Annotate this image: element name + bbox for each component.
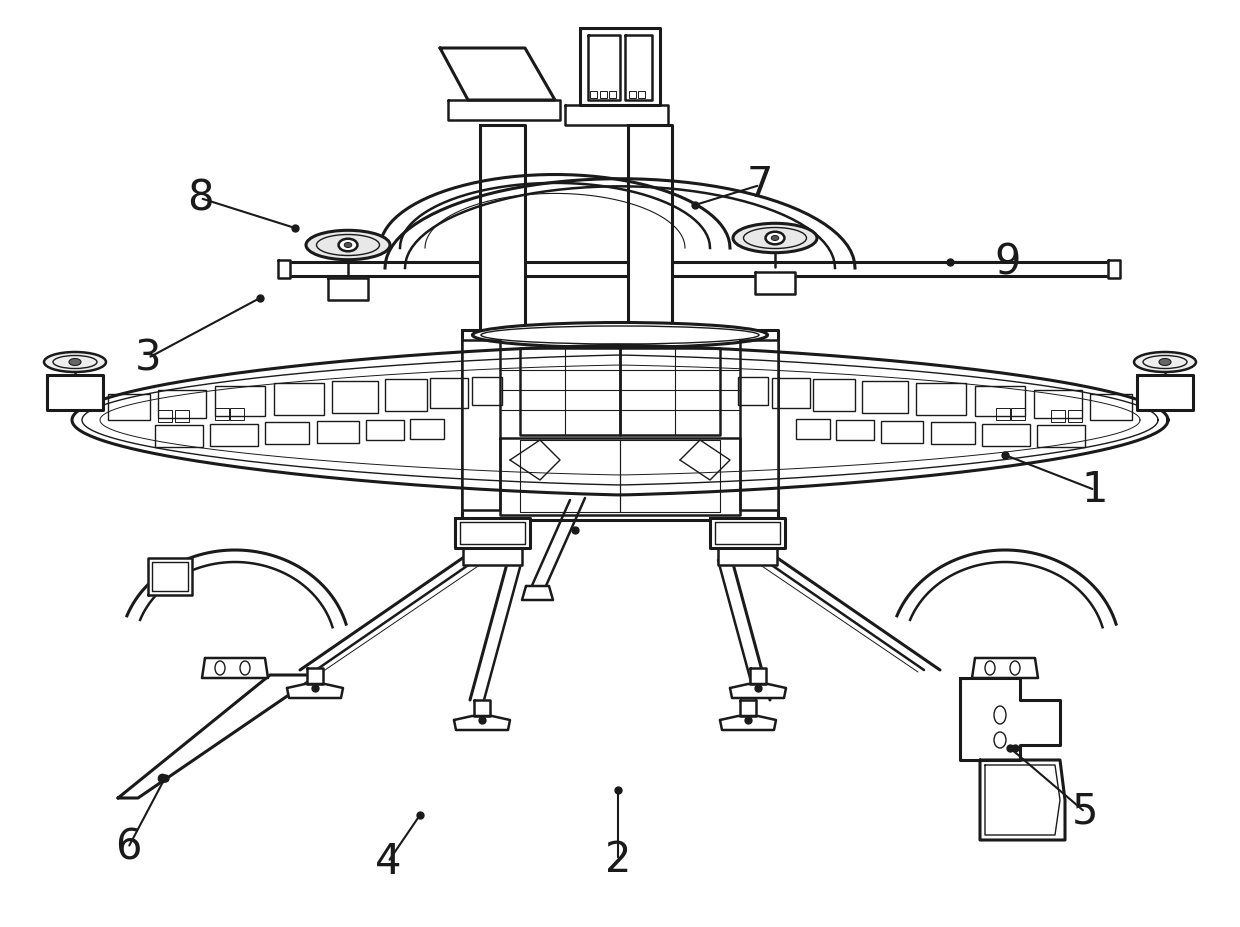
Text: 2: 2 — [605, 839, 631, 881]
Bar — [590, 91, 596, 98]
Polygon shape — [329, 278, 368, 300]
Polygon shape — [740, 340, 777, 510]
Bar — [639, 91, 645, 98]
Polygon shape — [463, 548, 522, 565]
Text: 4: 4 — [374, 841, 402, 883]
Polygon shape — [580, 28, 660, 105]
Bar — [1068, 410, 1083, 422]
Bar — [366, 420, 404, 440]
Bar — [738, 377, 768, 405]
Polygon shape — [711, 518, 785, 548]
Polygon shape — [148, 558, 192, 595]
Polygon shape — [474, 700, 490, 716]
Text: 7: 7 — [746, 164, 774, 206]
Polygon shape — [47, 375, 103, 410]
Polygon shape — [740, 700, 756, 716]
Bar — [274, 383, 324, 415]
Polygon shape — [565, 105, 668, 125]
Ellipse shape — [472, 323, 768, 348]
Polygon shape — [463, 340, 500, 510]
Polygon shape — [1137, 375, 1193, 410]
Bar — [332, 381, 378, 413]
Polygon shape — [627, 125, 672, 330]
Polygon shape — [980, 760, 1065, 840]
Ellipse shape — [43, 352, 105, 372]
Bar — [609, 91, 616, 98]
Polygon shape — [454, 716, 510, 730]
Text: 9: 9 — [994, 241, 1022, 283]
Polygon shape — [522, 586, 553, 600]
Bar — [155, 425, 203, 447]
Bar — [215, 408, 229, 420]
Bar — [996, 408, 1011, 420]
Bar — [108, 394, 150, 420]
Bar — [773, 378, 810, 408]
Bar — [157, 390, 206, 418]
Polygon shape — [972, 658, 1038, 678]
Bar — [430, 378, 467, 408]
Polygon shape — [1109, 260, 1120, 278]
Bar — [600, 91, 608, 98]
Polygon shape — [720, 716, 776, 730]
Ellipse shape — [733, 223, 817, 253]
Ellipse shape — [345, 243, 352, 248]
Bar — [215, 386, 265, 416]
Bar — [796, 419, 830, 439]
Bar — [629, 91, 636, 98]
Bar — [982, 424, 1030, 446]
Bar — [862, 381, 908, 413]
Polygon shape — [718, 548, 777, 565]
Bar — [157, 410, 172, 422]
Polygon shape — [960, 678, 1060, 760]
Polygon shape — [463, 330, 777, 520]
Text: 5: 5 — [1071, 791, 1099, 833]
Text: 8: 8 — [187, 177, 213, 219]
Polygon shape — [286, 684, 343, 698]
Polygon shape — [118, 675, 317, 798]
Bar — [472, 377, 502, 405]
Text: 6: 6 — [115, 827, 141, 869]
Bar — [916, 383, 966, 415]
Bar — [975, 386, 1025, 416]
Bar — [265, 422, 309, 444]
Ellipse shape — [771, 235, 779, 240]
Polygon shape — [308, 668, 322, 684]
Text: 1: 1 — [1081, 469, 1109, 511]
Bar — [931, 422, 975, 444]
Bar — [1011, 408, 1025, 420]
Bar — [836, 420, 874, 440]
Polygon shape — [480, 125, 525, 330]
Bar — [1090, 394, 1132, 420]
Polygon shape — [440, 48, 556, 100]
Ellipse shape — [1159, 359, 1171, 365]
Bar — [229, 408, 244, 420]
Polygon shape — [278, 260, 290, 278]
Bar — [384, 379, 427, 411]
Polygon shape — [448, 100, 560, 120]
Ellipse shape — [339, 238, 357, 251]
Bar — [410, 419, 444, 439]
Polygon shape — [750, 668, 766, 684]
Polygon shape — [455, 518, 529, 548]
Polygon shape — [730, 684, 786, 698]
Bar — [1052, 410, 1065, 422]
Bar — [813, 379, 856, 411]
Ellipse shape — [69, 359, 81, 365]
Ellipse shape — [765, 232, 785, 245]
Polygon shape — [202, 658, 268, 678]
Bar — [210, 424, 258, 446]
Bar — [880, 421, 923, 443]
Ellipse shape — [306, 230, 391, 260]
Ellipse shape — [1135, 352, 1197, 372]
Bar — [1037, 425, 1085, 447]
Polygon shape — [755, 272, 795, 294]
Text: 3: 3 — [135, 337, 161, 379]
Bar — [317, 421, 360, 443]
Bar — [175, 410, 188, 422]
Bar — [1034, 390, 1083, 418]
